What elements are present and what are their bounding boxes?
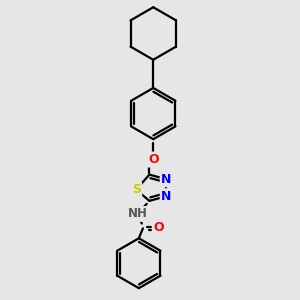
- Text: NH: NH: [128, 208, 148, 220]
- Text: N: N: [161, 190, 172, 203]
- Text: N: N: [161, 173, 172, 186]
- Text: O: O: [148, 153, 159, 166]
- Text: S: S: [132, 183, 141, 196]
- Text: O: O: [153, 220, 164, 234]
